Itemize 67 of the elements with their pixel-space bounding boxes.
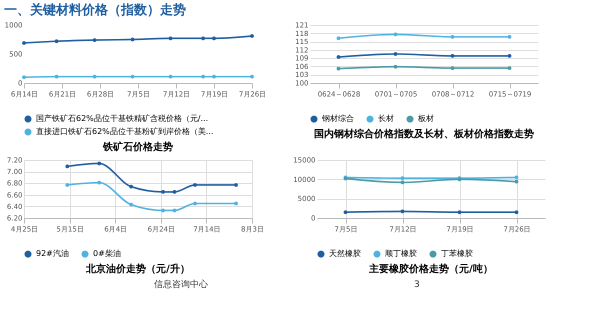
text: 信息咨询中心: [154, 279, 208, 290]
point: [22, 41, 26, 45]
point: [212, 74, 216, 78]
point: [458, 210, 462, 214]
point: [336, 36, 340, 40]
point: [97, 180, 102, 184]
point: [344, 210, 348, 214]
point: [129, 202, 134, 207]
point: [172, 208, 176, 212]
point: [172, 190, 176, 194]
point: [22, 75, 26, 80]
point: [394, 32, 398, 36]
point: [161, 208, 165, 212]
point: [54, 39, 58, 44]
legend-label: 顺丁橡胶: [385, 249, 417, 258]
point: [400, 180, 404, 184]
point: [65, 183, 70, 187]
point: [514, 210, 518, 214]
legend-label: 国产铁矿石62%品位干基铁精矿含税价格（元/...: [36, 114, 208, 123]
legend-label: 直接进口铁矿石62%品位干基粉矿到岸价格（美...: [36, 127, 214, 136]
point: [250, 74, 254, 78]
legend-label: 丁苯橡胶: [441, 249, 473, 258]
point: [92, 38, 96, 42]
point: [129, 184, 134, 189]
point: [450, 35, 454, 39]
text: 铁矿石价格走势: [102, 141, 173, 153]
legend-label: 长材: [378, 114, 394, 124]
point: [92, 74, 96, 78]
point: [336, 55, 340, 59]
point: [508, 35, 512, 39]
legend-label: 92#汽油: [36, 249, 69, 258]
point: [130, 74, 134, 78]
point: [65, 164, 70, 168]
point: [450, 66, 454, 70]
point: [250, 34, 254, 38]
point: [201, 36, 206, 40]
point: [400, 210, 404, 214]
point: [514, 176, 518, 180]
text: 国内钢材综合价格指数及长材、板材价格指数走势: [314, 128, 534, 140]
point: [212, 36, 216, 40]
point: [508, 54, 512, 58]
point: [97, 162, 102, 166]
point: [514, 180, 518, 184]
point: [161, 190, 165, 194]
point: [234, 202, 238, 206]
text: 一、关键材料价格（指数）走势: [4, 2, 186, 18]
text: 3: [414, 280, 420, 290]
point: [450, 54, 454, 58]
point: [168, 36, 172, 40]
point: [201, 74, 206, 78]
point: [193, 183, 197, 187]
point: [54, 74, 58, 78]
legend-label: 0#柴油: [93, 249, 121, 258]
point: [193, 202, 197, 206]
text: 北京油价走势（元/升）: [85, 263, 190, 275]
point: [400, 176, 404, 180]
point: [394, 64, 398, 69]
point: [394, 52, 398, 56]
text: 主要橡胶价格走势（元/吨）: [368, 263, 493, 275]
legend-label: 天然橡胶: [329, 249, 361, 258]
point: [168, 74, 172, 78]
legend-label: 板材: [417, 114, 434, 124]
point: [234, 183, 238, 187]
point: [130, 38, 134, 42]
point: [336, 66, 340, 71]
legend-label: 钢材综合: [321, 114, 354, 124]
point: [508, 66, 512, 70]
